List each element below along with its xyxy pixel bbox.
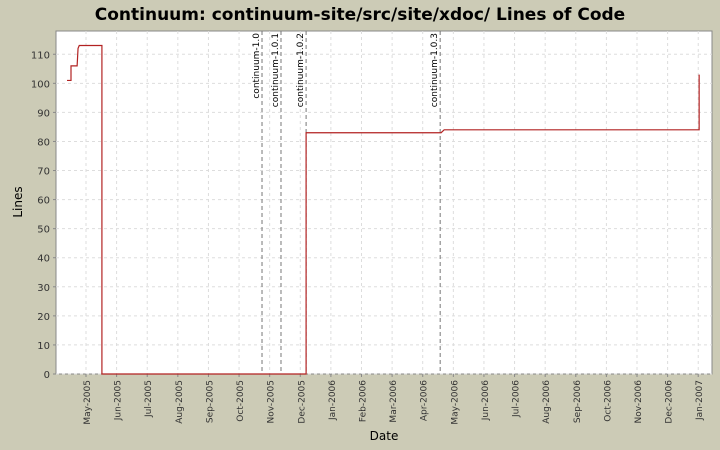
x-tick-label: Oct-2005 bbox=[236, 380, 246, 422]
annotation-label: continuum-1.0.3 bbox=[430, 33, 440, 107]
x-tick-label: Aug-2005 bbox=[175, 380, 185, 424]
y-tick-label: 100 bbox=[31, 79, 50, 90]
x-axis-label: Date bbox=[370, 429, 399, 443]
plot-area bbox=[55, 30, 713, 375]
x-tick-label: Apr-2006 bbox=[420, 380, 430, 421]
x-tick-label: Oct-2006 bbox=[603, 380, 613, 422]
x-tick-label: Nov-2005 bbox=[267, 380, 277, 423]
x-tick-label: Sep-2005 bbox=[205, 380, 215, 423]
x-tick-label: Dec-2005 bbox=[297, 380, 307, 424]
x-tick-label: Jul-2005 bbox=[144, 380, 154, 418]
x-tick-label: Jun-2005 bbox=[114, 380, 124, 421]
y-tick-label: 90 bbox=[37, 108, 50, 119]
x-tick-label: May-2006 bbox=[450, 380, 460, 425]
x-tick-label: Feb-2006 bbox=[359, 380, 369, 422]
x-tick-label: Dec-2006 bbox=[665, 380, 675, 424]
x-tick-label: May-2005 bbox=[83, 380, 93, 425]
x-tick-label: Mar-2006 bbox=[389, 380, 399, 423]
x-tick-label: Jan-2006 bbox=[328, 380, 338, 421]
x-tick-label: Nov-2006 bbox=[634, 380, 644, 424]
x-tick-label: Aug-2006 bbox=[542, 380, 552, 424]
y-tick-label: 10 bbox=[37, 341, 50, 352]
chart-title: Continuum: continuum-site/src/site/xdoc/… bbox=[95, 5, 625, 25]
annotation-label: continuum-1.0 bbox=[252, 33, 262, 99]
x-tick-label: Jun-2006 bbox=[481, 380, 491, 421]
y-tick-label: 0 bbox=[44, 370, 50, 381]
line bbox=[67, 44, 700, 375]
y-axis-label: Lines bbox=[11, 186, 25, 217]
y-tick-label: 40 bbox=[37, 254, 50, 265]
y-tick-label: 50 bbox=[37, 225, 50, 236]
x-tick-label: Jul-2006 bbox=[512, 380, 522, 418]
y-tick-label: 80 bbox=[37, 137, 50, 148]
x-tick-label: Sep-2006 bbox=[573, 380, 583, 423]
y-tick-label: 20 bbox=[37, 312, 50, 323]
x-tick-label: Jan-2007 bbox=[695, 380, 705, 421]
y-tick-label: 60 bbox=[37, 196, 50, 207]
annotation-label: continuum-1.0.1 bbox=[271, 33, 281, 107]
annotation-label: continuum-1.0.2 bbox=[296, 33, 306, 107]
y-tick-label: 30 bbox=[37, 283, 50, 294]
y-tick-label: 70 bbox=[37, 167, 50, 178]
y-tick-label: 110 bbox=[31, 50, 50, 61]
